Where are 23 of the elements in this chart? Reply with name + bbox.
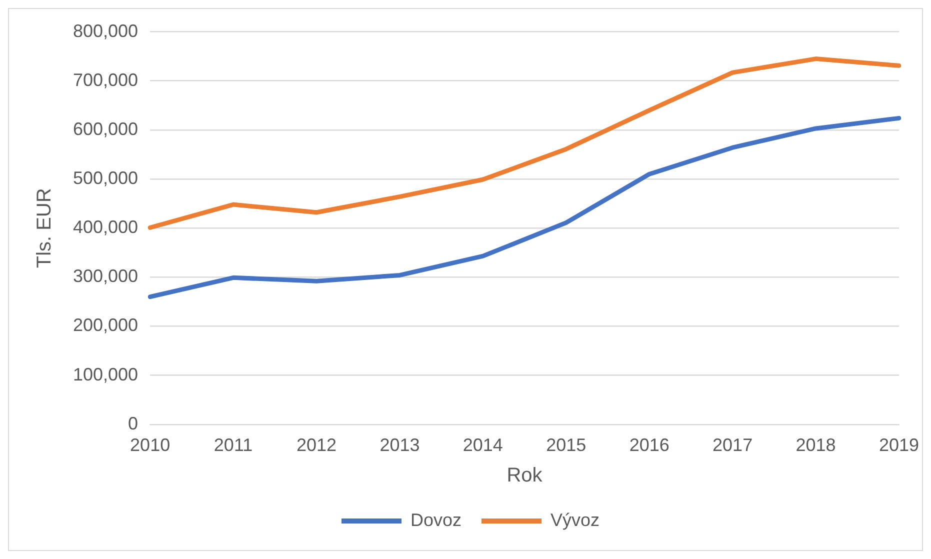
x-tick-label: 2013 bbox=[380, 435, 420, 456]
x-tick-label: 2014 bbox=[462, 435, 503, 456]
x-tick-label: 2015 bbox=[546, 435, 586, 456]
legend-label: Vývoz bbox=[550, 510, 600, 530]
legend-label: Dovoz bbox=[410, 510, 462, 530]
y-tick-label: 600,000 bbox=[72, 118, 138, 139]
x-axis-title: Rok bbox=[506, 464, 544, 487]
x-tick-label: 2019 bbox=[878, 435, 919, 456]
y-tick-label: 400,000 bbox=[72, 217, 138, 238]
y-tick-label: 300,000 bbox=[72, 266, 138, 286]
x-tick-label: 2011 bbox=[214, 435, 253, 456]
y-tick-label: 0 bbox=[128, 413, 138, 434]
y-tick-label: 800,000 bbox=[72, 20, 138, 41]
x-tick-label: 2017 bbox=[712, 435, 753, 456]
y-tick-label: 200,000 bbox=[72, 315, 138, 336]
x-tick-label: 2016 bbox=[629, 435, 670, 456]
y-tick-label: 100,000 bbox=[72, 364, 138, 384]
y-tick-label: 700,000 bbox=[72, 70, 138, 90]
y-tick-label: 500,000 bbox=[72, 168, 138, 188]
y-axis-title: Tls. EUR bbox=[34, 188, 56, 268]
x-tick-label: 2010 bbox=[130, 435, 170, 456]
x-tick-label: 2012 bbox=[296, 435, 337, 456]
x-tick-label: 2018 bbox=[796, 435, 836, 456]
